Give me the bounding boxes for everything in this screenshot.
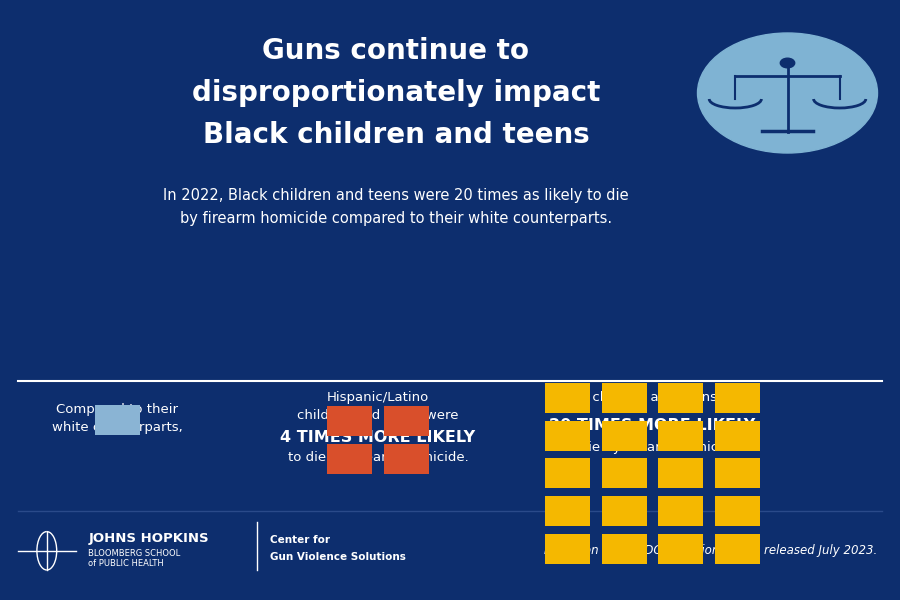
Text: disproportionately impact: disproportionately impact xyxy=(192,79,600,107)
Text: Hispanic/Latino: Hispanic/Latino xyxy=(327,391,429,404)
FancyBboxPatch shape xyxy=(544,421,590,451)
FancyBboxPatch shape xyxy=(328,444,373,474)
Text: Compared to their: Compared to their xyxy=(56,403,178,416)
Text: to die by firearm homicide.: to die by firearm homicide. xyxy=(562,441,742,454)
FancyBboxPatch shape xyxy=(601,534,646,564)
FancyBboxPatch shape xyxy=(658,496,704,526)
FancyBboxPatch shape xyxy=(94,405,140,435)
Text: Based on 2022 CDC provisional data released July 2023.: Based on 2022 CDC provisional data relea… xyxy=(544,544,878,557)
FancyBboxPatch shape xyxy=(715,421,760,451)
Text: Center for: Center for xyxy=(270,535,330,545)
Text: of PUBLIC HEALTH: of PUBLIC HEALTH xyxy=(88,559,164,569)
FancyBboxPatch shape xyxy=(383,444,428,474)
FancyBboxPatch shape xyxy=(658,534,704,564)
FancyBboxPatch shape xyxy=(601,496,646,526)
Text: Black children and teens were: Black children and teens were xyxy=(552,391,753,404)
Text: children and teens were: children and teens were xyxy=(297,409,459,422)
Text: white counterparts,: white counterparts, xyxy=(51,421,183,434)
FancyBboxPatch shape xyxy=(601,383,646,413)
Text: Black children and teens: Black children and teens xyxy=(202,121,590,149)
FancyBboxPatch shape xyxy=(601,458,646,488)
FancyBboxPatch shape xyxy=(328,406,373,436)
FancyBboxPatch shape xyxy=(715,458,760,488)
FancyBboxPatch shape xyxy=(658,383,704,413)
FancyBboxPatch shape xyxy=(544,458,590,488)
FancyBboxPatch shape xyxy=(658,458,704,488)
Text: Guns continue to: Guns continue to xyxy=(263,37,529,65)
FancyBboxPatch shape xyxy=(658,421,704,451)
FancyBboxPatch shape xyxy=(715,383,760,413)
FancyBboxPatch shape xyxy=(383,406,428,436)
Text: In 2022, Black children and teens were 20 times as likely to die
by firearm homi: In 2022, Black children and teens were 2… xyxy=(163,188,629,226)
Text: 4 TIMES MORE LIKELY: 4 TIMES MORE LIKELY xyxy=(281,431,475,445)
FancyBboxPatch shape xyxy=(715,534,760,564)
FancyBboxPatch shape xyxy=(601,421,646,451)
FancyBboxPatch shape xyxy=(544,496,590,526)
Circle shape xyxy=(698,33,878,153)
FancyBboxPatch shape xyxy=(544,383,590,413)
FancyBboxPatch shape xyxy=(544,534,590,564)
Text: JOHNS HOPKINS: JOHNS HOPKINS xyxy=(88,532,209,545)
Text: BLOOMBERG SCHOOL: BLOOMBERG SCHOOL xyxy=(88,550,180,558)
Text: 20 TIMES MORE LIKELY: 20 TIMES MORE LIKELY xyxy=(549,419,756,433)
Text: to die by firearm homicide.: to die by firearm homicide. xyxy=(288,451,468,464)
FancyBboxPatch shape xyxy=(715,496,760,526)
Circle shape xyxy=(780,58,795,68)
Text: Gun Violence Solutions: Gun Violence Solutions xyxy=(270,552,406,562)
